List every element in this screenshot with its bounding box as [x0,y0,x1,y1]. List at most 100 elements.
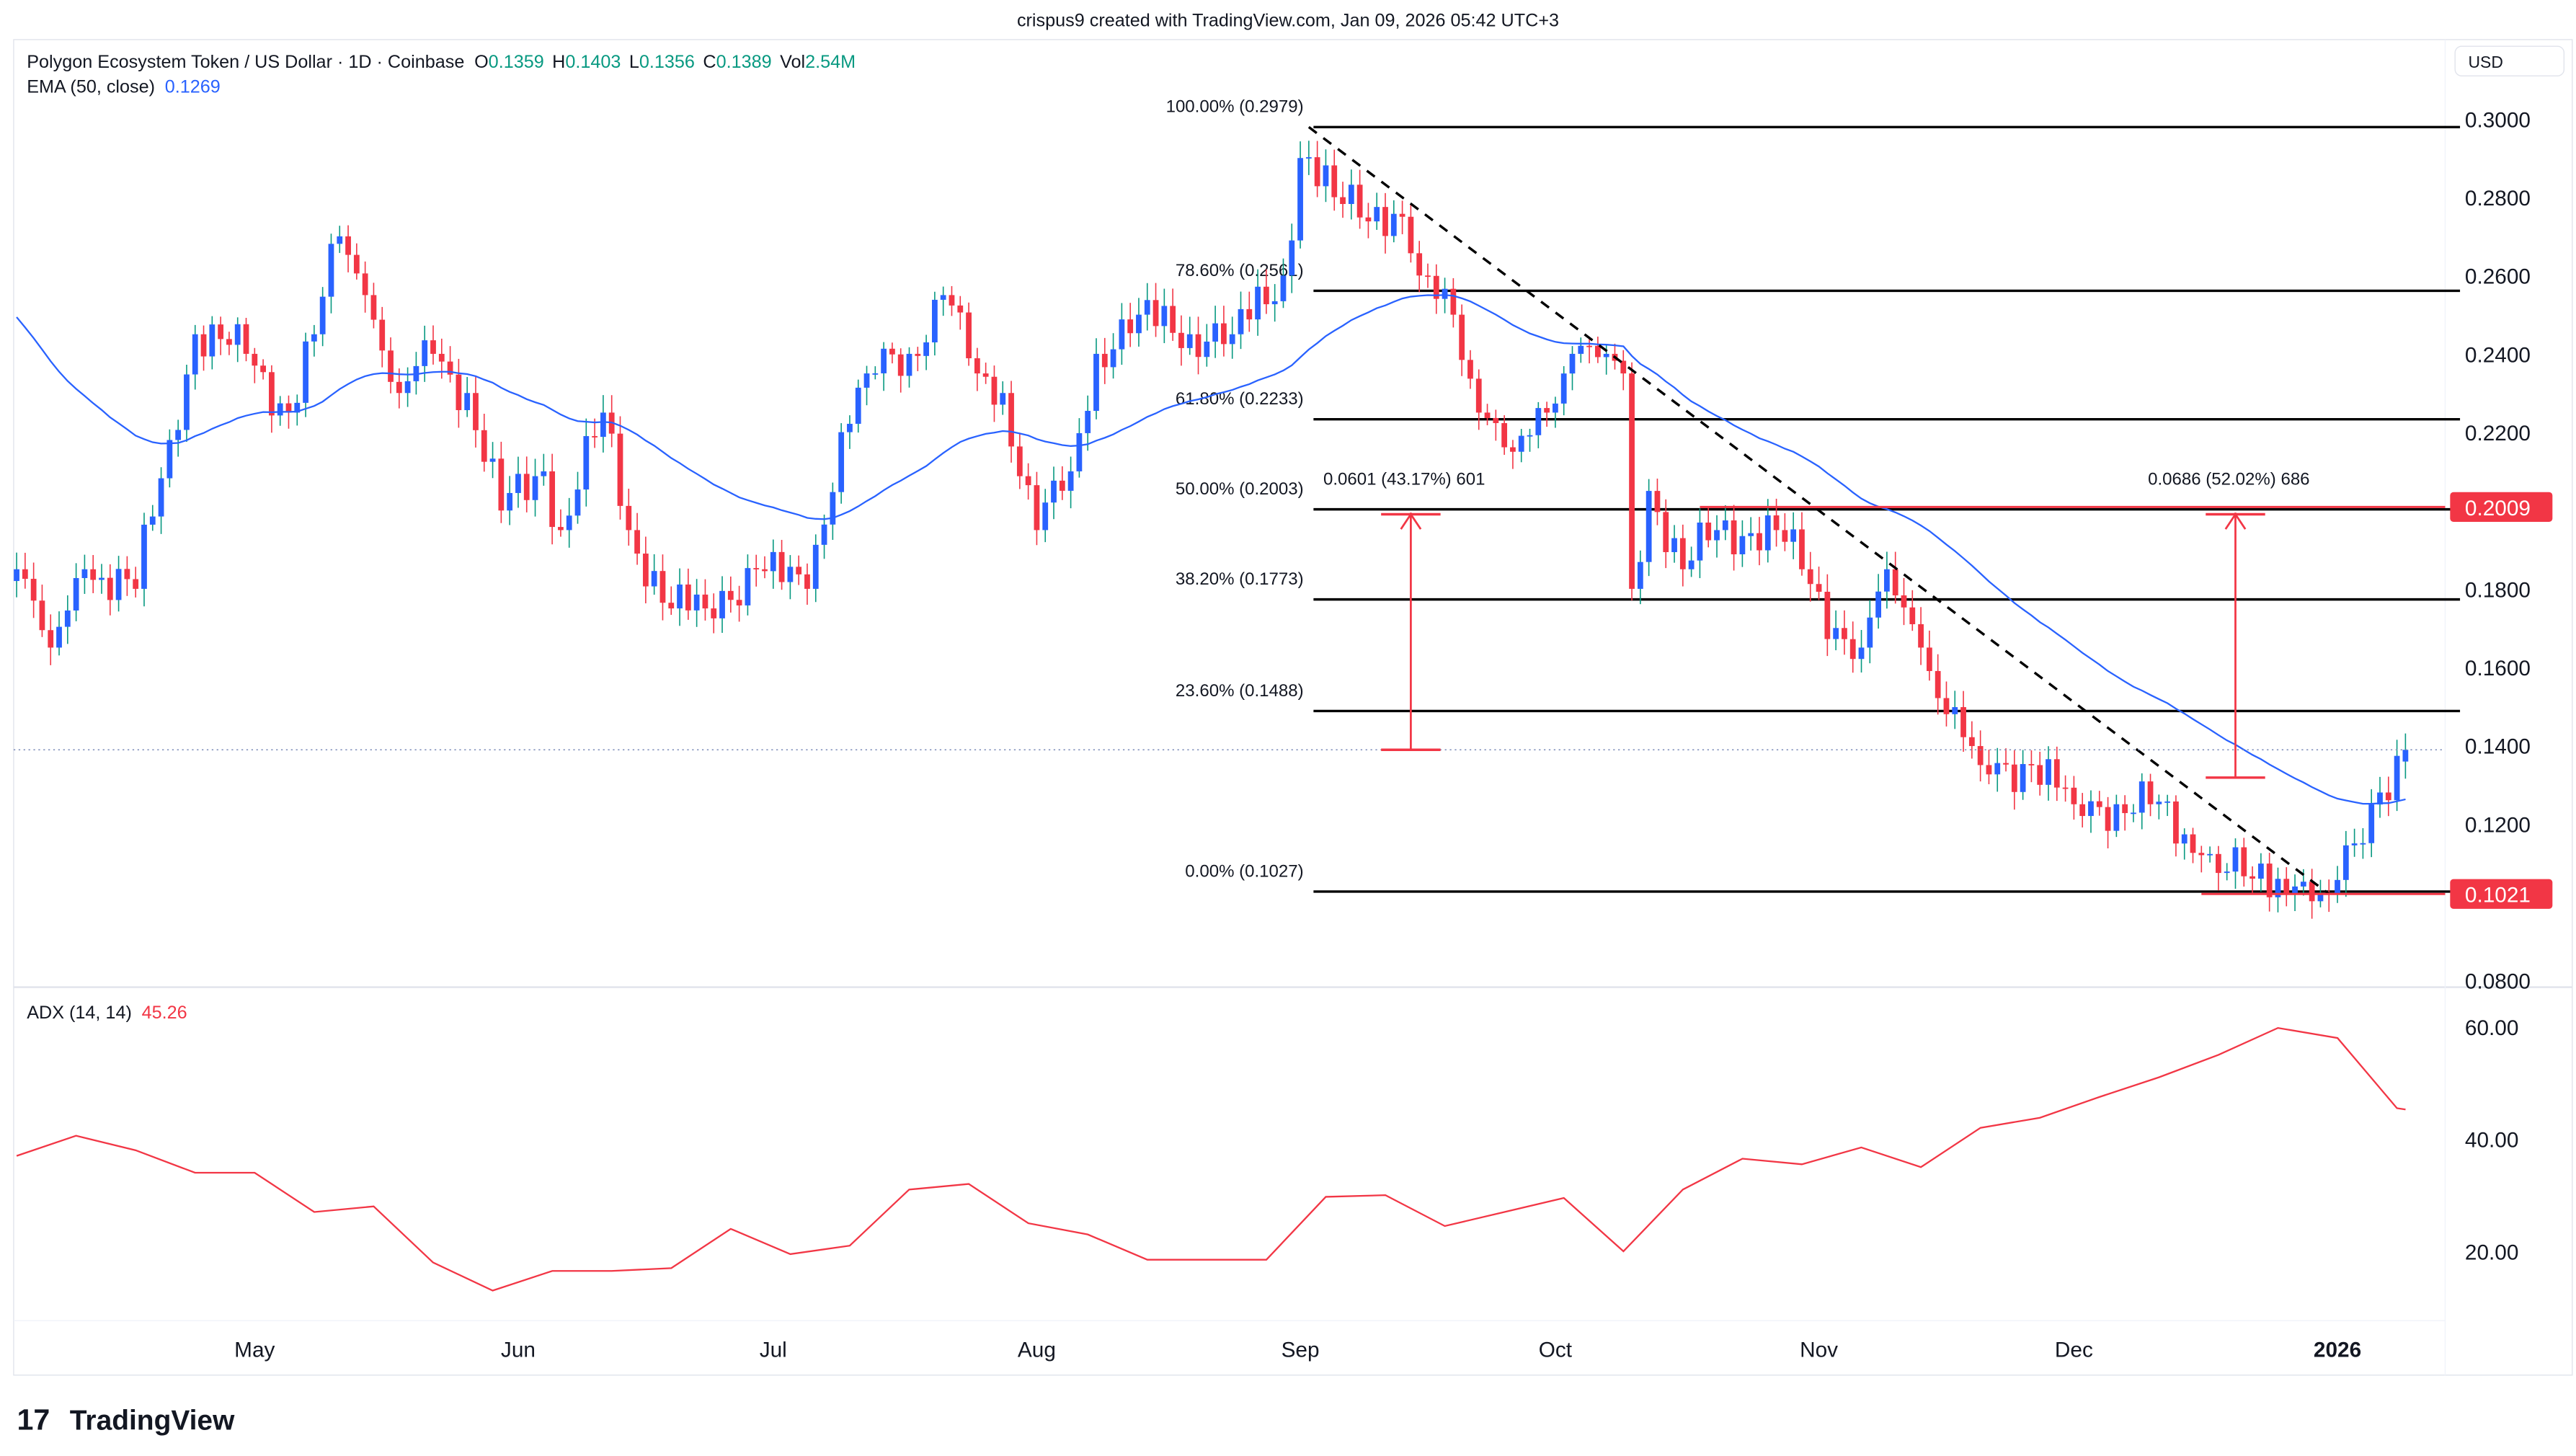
candle [64,610,71,627]
candle [2138,781,2145,813]
candle [1867,617,1873,648]
candle [702,594,709,609]
candle [209,324,216,357]
candle [1994,763,2001,775]
candle [2020,764,2026,792]
candle [2105,807,2111,831]
candle [1748,533,1754,536]
candle [1849,639,1856,660]
candle [1697,523,1703,561]
candle [1127,319,1134,334]
candle [14,569,19,582]
candle [1076,432,1083,471]
candle [855,387,861,424]
arrowhead-icon [2224,512,2247,530]
candle [2266,864,2273,897]
candle [515,474,521,493]
candle [2122,804,2128,814]
candle [2224,871,2230,874]
candle [2249,876,2255,879]
price-tick: 0.0800 [2465,970,2531,994]
candle [379,319,386,351]
candle [1892,569,1898,596]
currency-button[interactable] [2454,45,2565,77]
ema-legend[interactable]: EMA (50, close) 0.1269 [27,76,221,97]
candle [2046,759,2051,785]
candle [957,305,964,313]
candle [396,381,402,394]
candle [685,584,691,611]
candle [915,353,921,356]
adx-line [16,1026,2406,1292]
candle [1705,523,1712,541]
candle [430,340,436,354]
candle [1297,158,1303,241]
candle [1807,569,1813,585]
candle [1722,520,1728,531]
candle [2360,843,2366,845]
candle [1186,334,1193,348]
candle [2003,763,2009,765]
adx-legend[interactable]: ADX (14, 14) 45.26 [27,1003,187,1023]
axes[interactable]: 0.3000 0.2800 0.2600 0.2400 0.2200 0.1800 0.16… [234,108,2553,1362]
candle [1356,185,1363,218]
candle [1833,628,1839,639]
candle [923,342,929,356]
candle [966,312,972,359]
candle [1578,345,1584,354]
candle [2377,792,2383,805]
candle [1782,530,1788,542]
candle [184,374,190,430]
drawings[interactable]: 0.0601 (43.17%) 601 0.0686 (52.02%) 686 [13,125,2446,895]
candle [56,626,62,648]
candle [778,551,785,582]
candle [1161,306,1168,327]
candle [2037,765,2043,785]
candle [277,403,283,416]
candle [285,403,292,413]
candle [1918,624,1924,648]
candle [1119,319,1125,350]
candle [226,339,232,345]
candle [2216,853,2221,874]
candle [311,334,317,342]
price-tick: 0.2200 [2465,422,2531,445]
candle [1365,217,1372,222]
candle [1034,485,1040,531]
price-badge [2450,492,2553,522]
candle [1314,157,1320,187]
candle [727,590,734,600]
candle [438,353,445,362]
candle [1943,698,1950,714]
candle [1688,560,1695,569]
symbol-legend[interactable]: Polygon Ecosystem Token / US Dollar · 1D… [27,52,856,72]
candle [651,571,657,587]
candle [770,551,776,572]
candle [2207,853,2213,856]
candle [507,492,513,511]
candle [804,574,810,589]
time-tick: 2026 [2314,1339,2361,1362]
candle [2113,804,2120,831]
candle [481,430,487,462]
candle [2283,879,2290,895]
candle [1408,216,1414,254]
candle [115,569,122,600]
candle [2292,886,2298,895]
candle [1085,411,1091,433]
candle [2147,781,2154,804]
time-tick: Jul [760,1339,787,1362]
candle [1816,584,1822,592]
candle [897,354,904,376]
candle [1016,446,1023,476]
candle [2342,845,2349,880]
candle [1544,408,1550,413]
candle [2131,812,2136,814]
candle [1935,670,1941,698]
candle [872,373,879,375]
trendline[interactable] [1307,125,2330,895]
tradingview-logo[interactable]: 17 TradingView [17,1403,236,1436]
candle [1986,765,1992,775]
time-tick: Aug [1018,1339,1056,1362]
